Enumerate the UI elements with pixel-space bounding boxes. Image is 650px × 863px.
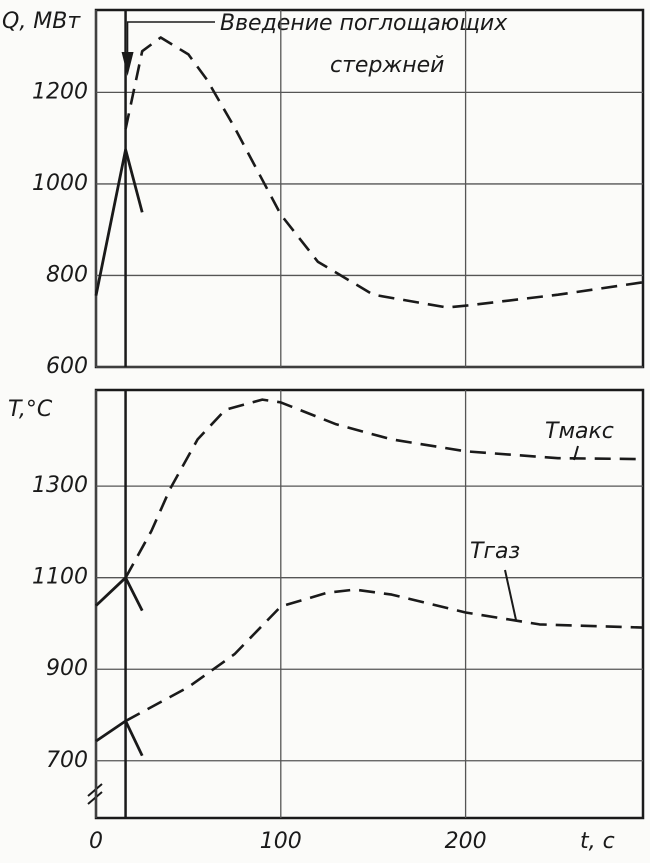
label-leader bbox=[504, 569, 517, 621]
y-axis-label: T,°C bbox=[8, 397, 53, 422]
y-tick-label: 800 bbox=[46, 262, 88, 287]
line bbox=[124, 36, 644, 309]
label-leader bbox=[573, 445, 579, 461]
series-label: Tгаз bbox=[470, 539, 520, 564]
x-axis-label: t, c bbox=[580, 829, 615, 854]
x-tick-label: 100 bbox=[260, 829, 302, 854]
line bbox=[124, 588, 644, 723]
y-tick-label: 1200 bbox=[32, 79, 88, 104]
line bbox=[124, 398, 644, 579]
y-tick-label: 1300 bbox=[32, 473, 88, 498]
annotation: стержней bbox=[330, 53, 444, 78]
annotation-leader bbox=[126, 21, 215, 72]
annotation: Введение поглощающих bbox=[220, 11, 508, 36]
line bbox=[95, 719, 144, 757]
y-tick-label: 900 bbox=[46, 656, 88, 681]
y-axis-label: Q, МВт bbox=[2, 9, 81, 34]
y-tick-label: 700 bbox=[46, 748, 88, 773]
x-tick-label: 0 bbox=[89, 829, 103, 854]
series-label: Tмакс bbox=[545, 419, 614, 444]
bottom-frame bbox=[94, 388, 645, 820]
y-tick-label: 600 bbox=[46, 354, 88, 379]
axis-break bbox=[87, 783, 103, 805]
line bbox=[94, 148, 144, 296]
line bbox=[95, 576, 144, 612]
x-tick-label: 200 bbox=[445, 829, 487, 854]
annotation-arrow bbox=[121, 52, 134, 76]
y-tick-label: 1000 bbox=[32, 171, 88, 196]
y-tick-label: 1100 bbox=[32, 565, 88, 590]
